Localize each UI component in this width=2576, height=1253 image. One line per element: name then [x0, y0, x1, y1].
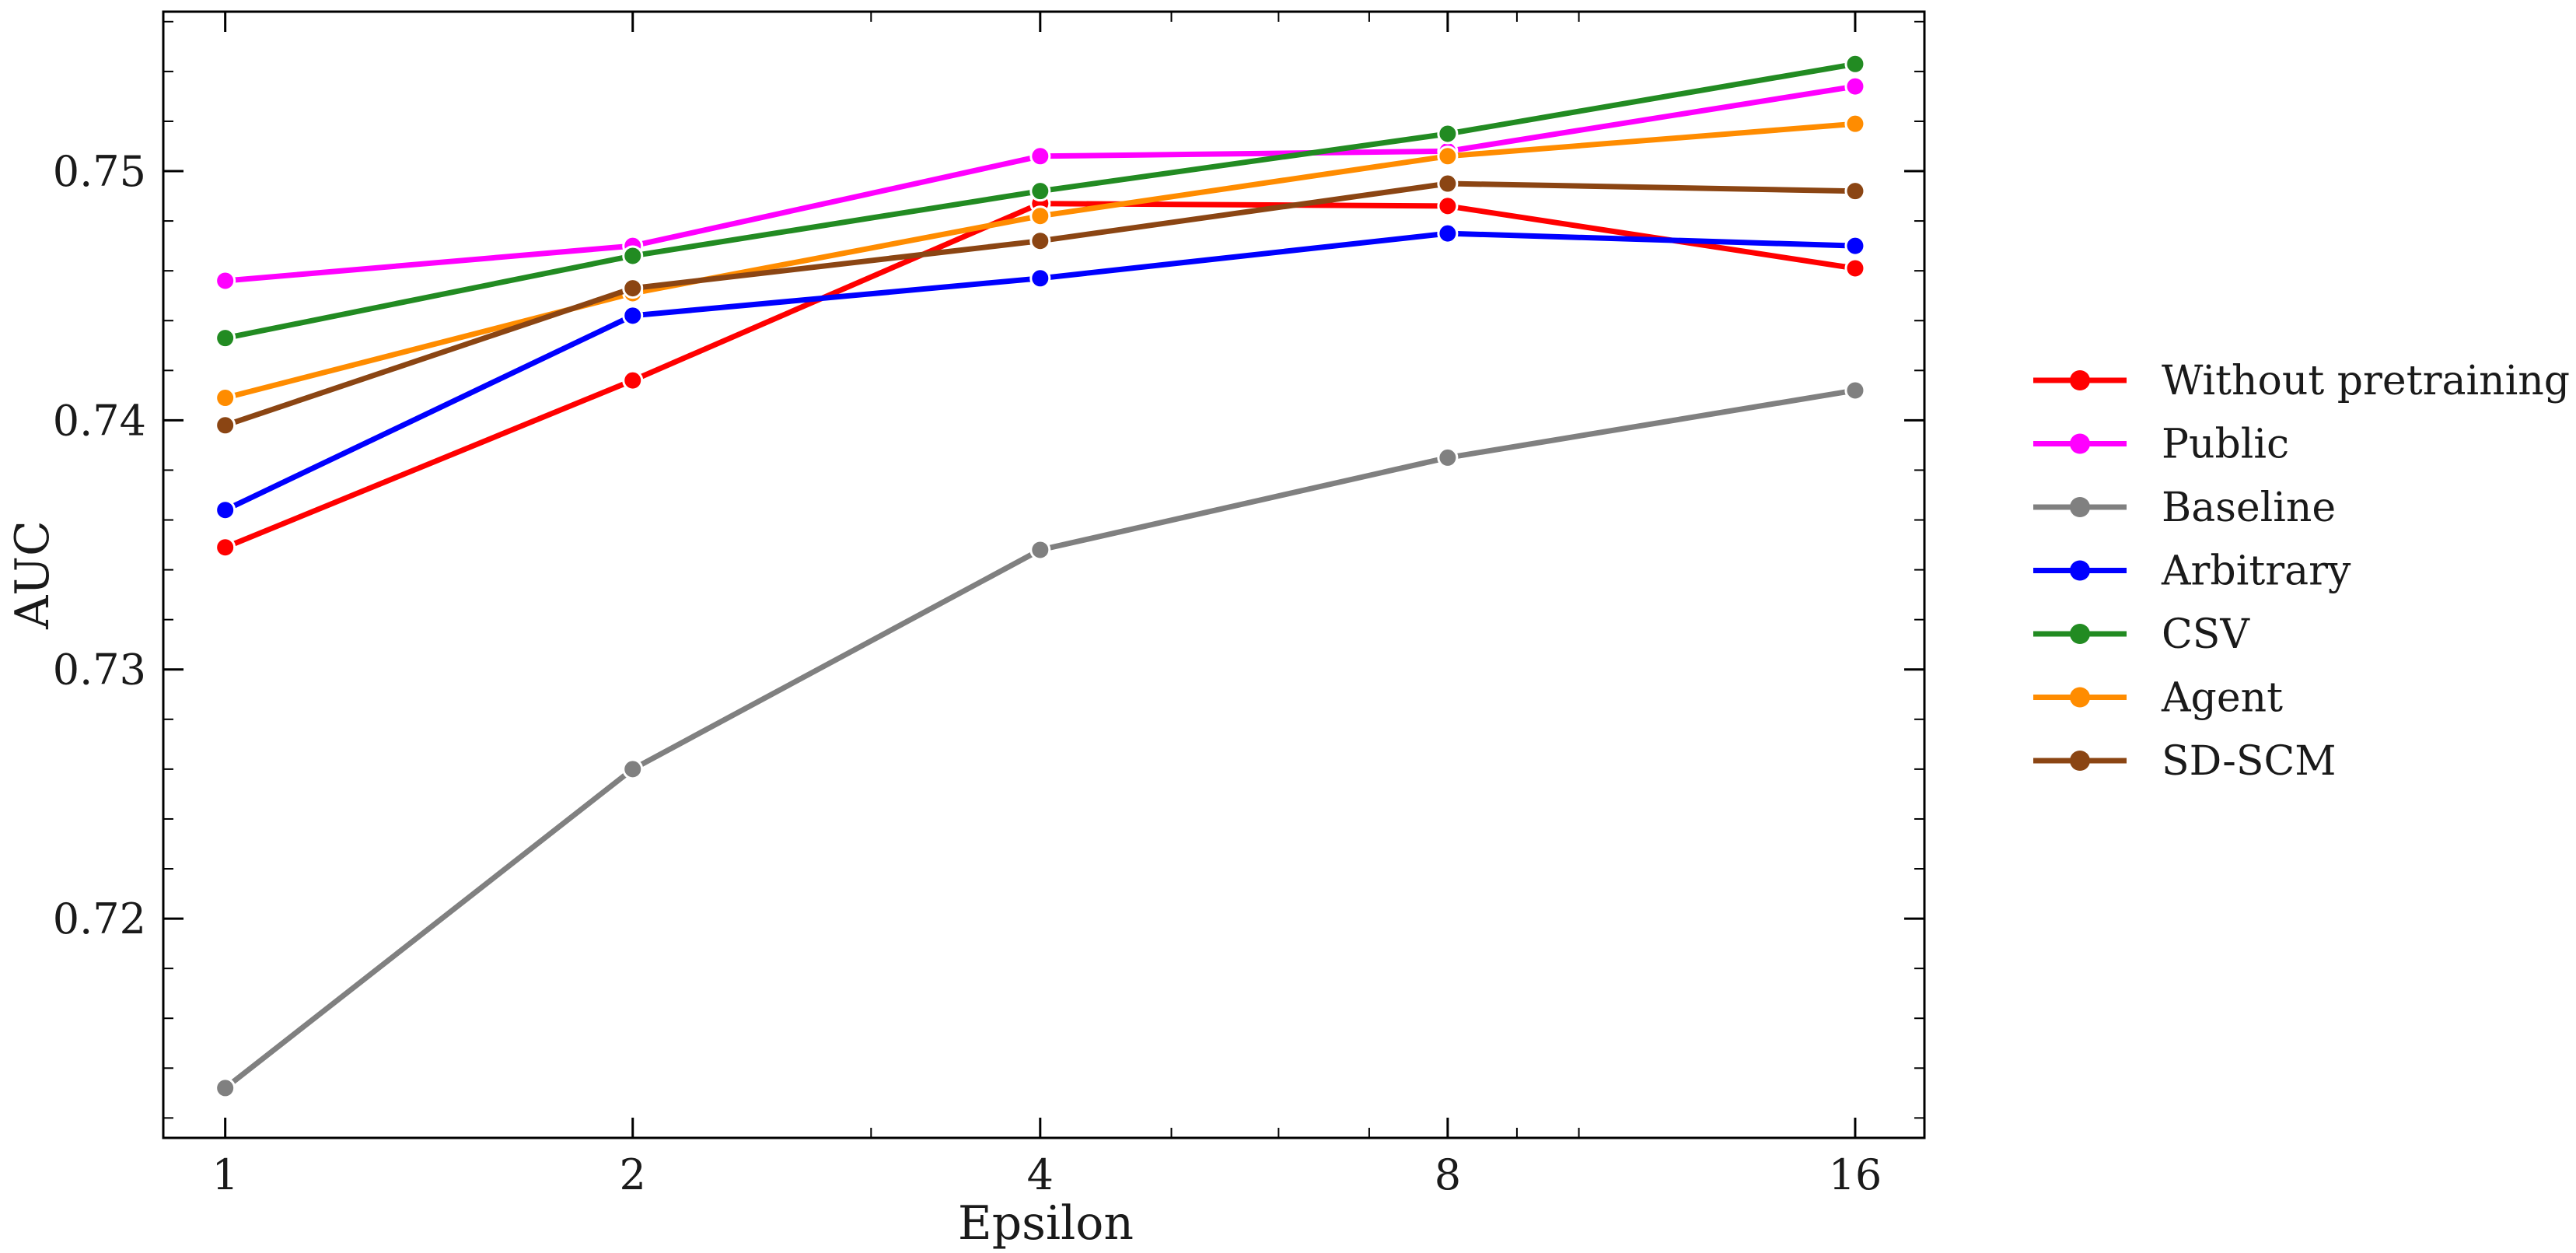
data-point-public [1844, 75, 1866, 97]
y-tick-label: 0.73 [53, 646, 146, 695]
series-agent [215, 113, 1866, 409]
x-tick-label: 2 [620, 1150, 646, 1199]
data-point-baseline [1029, 539, 1051, 561]
legend-label: SD-SCM [2162, 738, 2337, 785]
data-point-sd-scm [1029, 230, 1051, 252]
y-tick-label: 0.75 [53, 147, 146, 196]
legend-entry-arbitrary: Arbitrary [2033, 548, 2351, 595]
legend-swatch-marker [2070, 497, 2090, 517]
y-axis-label: AUC [5, 520, 60, 630]
legend-entry-csv: CSV [2033, 611, 2250, 658]
series-arbitrary [215, 222, 1866, 521]
data-point-baseline [1844, 380, 1866, 401]
data-point-csv [622, 245, 644, 267]
legend-swatch-marker [2070, 433, 2090, 454]
data-point-without-pretraining [215, 537, 236, 558]
legend-entry-without-pretraining: Without pretraining [2033, 358, 2570, 404]
data-point-csv [1437, 123, 1459, 145]
data-point-public [215, 270, 236, 292]
series-without-pretraining [215, 193, 1866, 558]
data-point-arbitrary [1437, 222, 1459, 244]
legend-entry-agent: Agent [2033, 675, 2283, 722]
y-tick-label: 0.72 [53, 894, 146, 943]
series-csv [215, 53, 1866, 349]
data-point-public [1029, 145, 1051, 167]
legend-label: Agent [2161, 675, 2283, 722]
plot-frame [162, 10, 1926, 1139]
data-point-csv [1029, 180, 1051, 202]
data-point-baseline [215, 1077, 236, 1099]
legend-label: Arbitrary [2161, 548, 2351, 595]
x-tick-label: 4 [1027, 1150, 1054, 1199]
data-point-arbitrary [622, 305, 644, 327]
x-tick-label: 1 [211, 1150, 238, 1199]
x-axis-label: Epsilon [958, 1196, 1134, 1251]
legend-label: Without pretraining [2162, 358, 2570, 404]
axis-ticks [163, 12, 1924, 1138]
tick-labels: 1 2 4 8 16 0.72 0.73 0.74 0.75 [53, 147, 1882, 1199]
legend-entry-public: Public [2033, 422, 2289, 468]
data-point-sd-scm [1437, 173, 1459, 194]
legend-swatch-marker [2070, 687, 2090, 708]
x-tick-label: 16 [1829, 1150, 1882, 1199]
data-point-csv [1844, 53, 1866, 75]
data-point-sd-scm [1844, 180, 1866, 202]
x-tick-label: 8 [1435, 1150, 1461, 1199]
data-point-without-pretraining [622, 369, 644, 391]
data-point-agent [1029, 205, 1051, 227]
data-point-arbitrary [1029, 268, 1051, 289]
legend-label: CSV [2162, 611, 2250, 658]
data-point-without-pretraining [1844, 257, 1866, 279]
legend: Without pretraining Public Baseline Arbitra… [2033, 358, 2570, 785]
data-point-agent [1844, 113, 1866, 135]
series-layer [215, 53, 1866, 1099]
series-sd-scm [215, 173, 1866, 436]
data-point-sd-scm [215, 415, 236, 436]
legend-swatch-marker [2070, 370, 2090, 390]
legend-label: Public [2162, 422, 2289, 468]
legend-label: Baseline [2162, 485, 2336, 531]
data-point-sd-scm [622, 278, 644, 299]
y-tick-label: 0.74 [53, 396, 146, 445]
data-point-csv [215, 327, 236, 349]
data-point-agent [1437, 145, 1459, 167]
data-point-arbitrary [215, 499, 236, 521]
legend-swatch-marker [2070, 751, 2090, 771]
data-point-baseline [1437, 446, 1459, 468]
data-point-without-pretraining [1437, 195, 1459, 217]
legend-swatch-marker [2070, 624, 2090, 644]
legend-swatch-marker [2070, 560, 2090, 581]
series-line-without-pretraining [224, 201, 1856, 551]
legend-entry-baseline: Baseline [2033, 485, 2336, 531]
data-point-baseline [622, 758, 644, 780]
legend-entry-sd-scm: SD-SCM [2033, 738, 2337, 785]
series-baseline [215, 380, 1866, 1099]
data-point-arbitrary [1844, 235, 1866, 257]
series-line-baseline [223, 387, 1856, 1090]
data-point-agent [215, 387, 236, 409]
